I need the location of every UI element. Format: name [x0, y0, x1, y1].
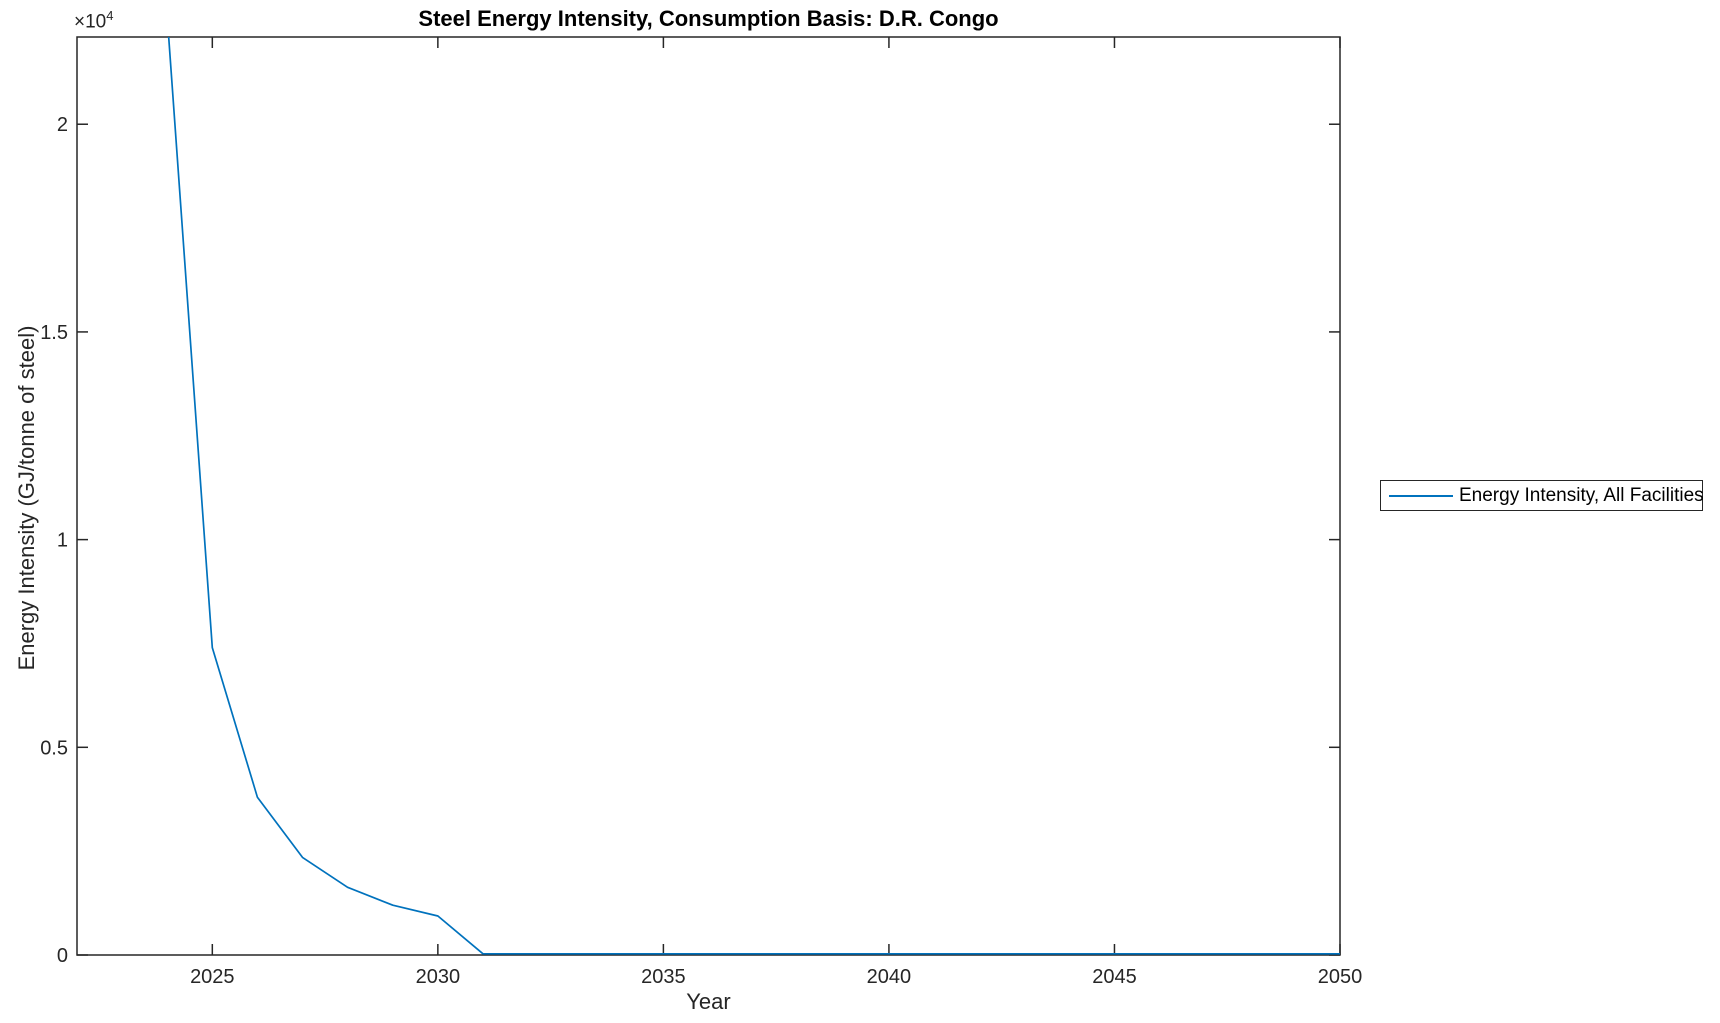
- chart-title: Steel Energy Intensity, Consumption Basi…: [418, 6, 999, 31]
- x-tick-label: 2030: [416, 966, 461, 988]
- y-tick-label: 1: [57, 530, 68, 552]
- y-tick-label: 0.5: [40, 737, 68, 759]
- x-tick-label: 2050: [1318, 966, 1363, 988]
- x-axis-label: Year: [686, 989, 731, 1014]
- x-tick-label: 2035: [641, 966, 686, 988]
- axes-box: [76, 36, 1341, 956]
- y-tick-label: 0: [57, 945, 68, 967]
- x-tick-label: 2045: [1092, 966, 1137, 988]
- y-tick-label: 1.5: [40, 322, 68, 344]
- legend-line-sample: [1389, 494, 1453, 497]
- y-axis-multiplier-base: ×10: [74, 11, 107, 33]
- y-axis-multiplier-exponent: 4: [106, 8, 114, 23]
- x-tick-label: 2040: [867, 966, 912, 988]
- y-axis-multiplier: ×104: [74, 8, 113, 33]
- energy-intensity-line: [167, 37, 1340, 955]
- y-tick-label: 2: [57, 114, 68, 136]
- x-tick-label: 2025: [190, 966, 235, 988]
- legend-box: Energy Intensity, All Facilities: [1380, 480, 1704, 511]
- legend-entry-label: Energy Intensity, All Facilities: [1459, 484, 1704, 506]
